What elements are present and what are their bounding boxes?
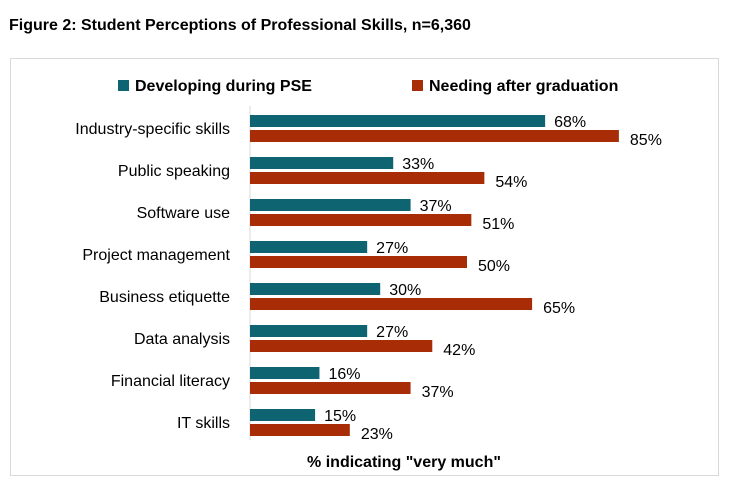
legend-label-0: Developing during PSE — [135, 78, 312, 95]
bar-needing — [250, 214, 472, 226]
bar-developing — [250, 325, 368, 337]
figure-title: Figure 2: Student Perceptions of Profess… — [9, 17, 471, 34]
category-label: Business etiquette — [99, 289, 230, 306]
category-label: Software use — [137, 205, 230, 222]
data-label: 42% — [443, 342, 475, 359]
category-label: Public speaking — [118, 163, 230, 180]
bar-needing — [250, 382, 411, 394]
data-label: 15% — [324, 408, 356, 425]
category-label: Industry-specific skills — [75, 121, 230, 138]
data-label: 37% — [422, 384, 454, 401]
category-label: IT skills — [177, 415, 230, 432]
bar-needing — [250, 172, 485, 184]
legend-swatch-0 — [118, 80, 129, 91]
data-label: 33% — [402, 156, 434, 173]
bar-needing — [250, 130, 619, 142]
category-label: Project management — [82, 247, 230, 264]
category-label: Financial literacy — [111, 373, 230, 390]
data-label: 68% — [554, 114, 586, 131]
data-label: 16% — [328, 366, 360, 383]
bar-needing — [250, 298, 533, 310]
data-label: 27% — [376, 324, 408, 341]
bar-developing — [250, 283, 381, 295]
data-label: 85% — [630, 132, 662, 149]
bar-developing — [250, 409, 316, 421]
bar-needing — [250, 424, 350, 436]
data-label: 27% — [376, 240, 408, 257]
bar-developing — [250, 241, 368, 253]
data-label: 23% — [361, 426, 393, 443]
bar-developing — [250, 115, 546, 127]
data-label: 54% — [495, 174, 527, 191]
data-label: 30% — [389, 282, 421, 299]
bar-developing — [250, 367, 320, 379]
bar-needing — [250, 256, 467, 268]
bar-needing — [250, 340, 433, 352]
data-label: 51% — [482, 216, 514, 233]
data-label: 50% — [478, 258, 510, 275]
bar-developing — [250, 199, 411, 211]
legend-label-1: Needing after graduation — [429, 78, 618, 95]
data-label: 37% — [420, 198, 452, 215]
bar-developing — [250, 157, 394, 169]
data-label: 65% — [543, 300, 575, 317]
x-axis-title: % indicating "very much" — [307, 454, 501, 471]
category-label: Data analysis — [134, 331, 230, 348]
legend-swatch-1 — [412, 80, 423, 91]
chart-frame — [10, 58, 719, 476]
